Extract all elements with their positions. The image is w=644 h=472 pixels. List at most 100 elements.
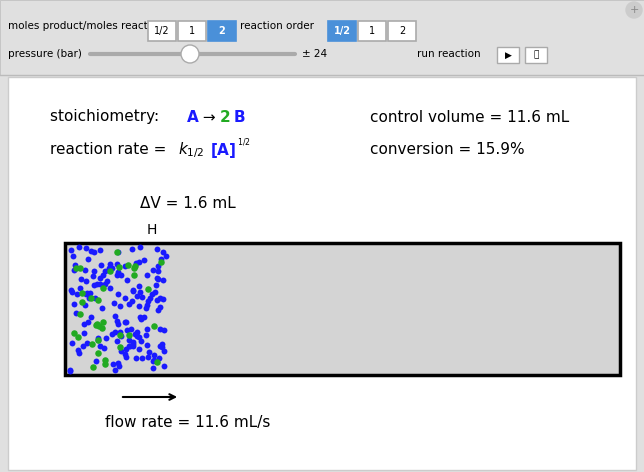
- Point: [151, 274, 162, 282]
- Bar: [8, 77, 636, 470]
- Point: [67, 289, 77, 296]
- Point: [99, 271, 109, 278]
- Point: [113, 268, 123, 276]
- Point: [121, 346, 131, 353]
- Point: [133, 333, 144, 341]
- Point: [115, 302, 125, 309]
- Point: [153, 306, 163, 314]
- Text: 1/2: 1/2: [154, 26, 170, 36]
- Point: [132, 292, 142, 300]
- Point: [129, 264, 139, 272]
- Point: [143, 297, 153, 304]
- Text: 2: 2: [220, 110, 236, 125]
- Point: [135, 337, 146, 345]
- Point: [149, 351, 160, 358]
- Point: [157, 343, 167, 350]
- Point: [113, 248, 124, 255]
- Point: [102, 277, 112, 285]
- Text: $^{1/2}$: $^{1/2}$: [237, 138, 251, 148]
- Text: run reaction: run reaction: [417, 49, 480, 59]
- Point: [128, 287, 138, 294]
- Bar: [388, 21, 416, 41]
- Point: [82, 289, 92, 297]
- Point: [141, 302, 151, 309]
- Point: [78, 342, 88, 350]
- Point: [73, 333, 83, 340]
- Point: [122, 327, 133, 334]
- Text: ΔV = 1.6 mL: ΔV = 1.6 mL: [140, 195, 236, 211]
- Point: [95, 274, 105, 282]
- Point: [104, 267, 115, 275]
- Text: +: +: [629, 5, 639, 15]
- Point: [74, 349, 84, 356]
- Point: [107, 264, 117, 271]
- Point: [124, 331, 134, 338]
- Point: [86, 340, 97, 347]
- Point: [145, 295, 155, 302]
- Point: [140, 331, 151, 339]
- Point: [155, 294, 166, 302]
- Point: [159, 326, 169, 334]
- Point: [116, 333, 126, 340]
- Text: $\mathbf{[A]}$: $\mathbf{[A]}$: [210, 141, 236, 160]
- Point: [111, 317, 122, 325]
- Bar: [65, 243, 620, 375]
- Point: [72, 291, 82, 298]
- Point: [139, 313, 149, 320]
- Point: [155, 303, 166, 311]
- Text: control volume = 11.6 mL: control volume = 11.6 mL: [370, 110, 569, 125]
- Point: [128, 287, 138, 295]
- Point: [98, 319, 108, 326]
- Point: [115, 271, 126, 278]
- Point: [139, 256, 149, 264]
- Point: [120, 318, 130, 326]
- Point: [141, 304, 151, 312]
- Text: reaction rate =: reaction rate =: [50, 143, 171, 158]
- Point: [150, 288, 160, 295]
- Point: [142, 342, 153, 349]
- Point: [144, 348, 155, 356]
- Bar: [178, 21, 206, 41]
- Text: pressure (bar): pressure (bar): [8, 49, 82, 59]
- Bar: [358, 21, 386, 41]
- Point: [131, 333, 142, 340]
- Text: ▶: ▶: [504, 51, 511, 59]
- Point: [126, 325, 137, 333]
- Point: [156, 340, 167, 347]
- Point: [100, 361, 110, 368]
- Bar: [497, 47, 519, 63]
- Point: [134, 258, 144, 266]
- Point: [124, 301, 134, 308]
- Point: [128, 297, 138, 304]
- Point: [95, 342, 105, 350]
- Text: →: →: [198, 110, 220, 125]
- Point: [85, 289, 95, 297]
- Point: [104, 284, 115, 292]
- Point: [77, 298, 87, 305]
- Point: [116, 347, 126, 355]
- Point: [75, 264, 85, 272]
- Point: [120, 295, 130, 302]
- Text: flow rate = 11.6 mL/s: flow rate = 11.6 mL/s: [105, 415, 270, 430]
- Point: [90, 248, 100, 256]
- Point: [157, 248, 167, 256]
- Point: [86, 295, 97, 302]
- Point: [131, 259, 142, 267]
- Point: [149, 322, 159, 330]
- Point: [84, 295, 94, 302]
- Point: [115, 328, 125, 335]
- Point: [153, 267, 164, 275]
- Point: [158, 362, 169, 369]
- Point: [151, 281, 161, 289]
- Point: [83, 256, 93, 263]
- Point: [73, 346, 84, 354]
- Text: stoichiometry:: stoichiometry:: [50, 110, 164, 125]
- Point: [109, 328, 120, 336]
- Point: [88, 272, 98, 279]
- Point: [122, 276, 133, 283]
- Point: [92, 320, 102, 328]
- Point: [82, 339, 93, 346]
- Point: [112, 338, 122, 346]
- Point: [124, 342, 134, 350]
- Point: [133, 346, 144, 353]
